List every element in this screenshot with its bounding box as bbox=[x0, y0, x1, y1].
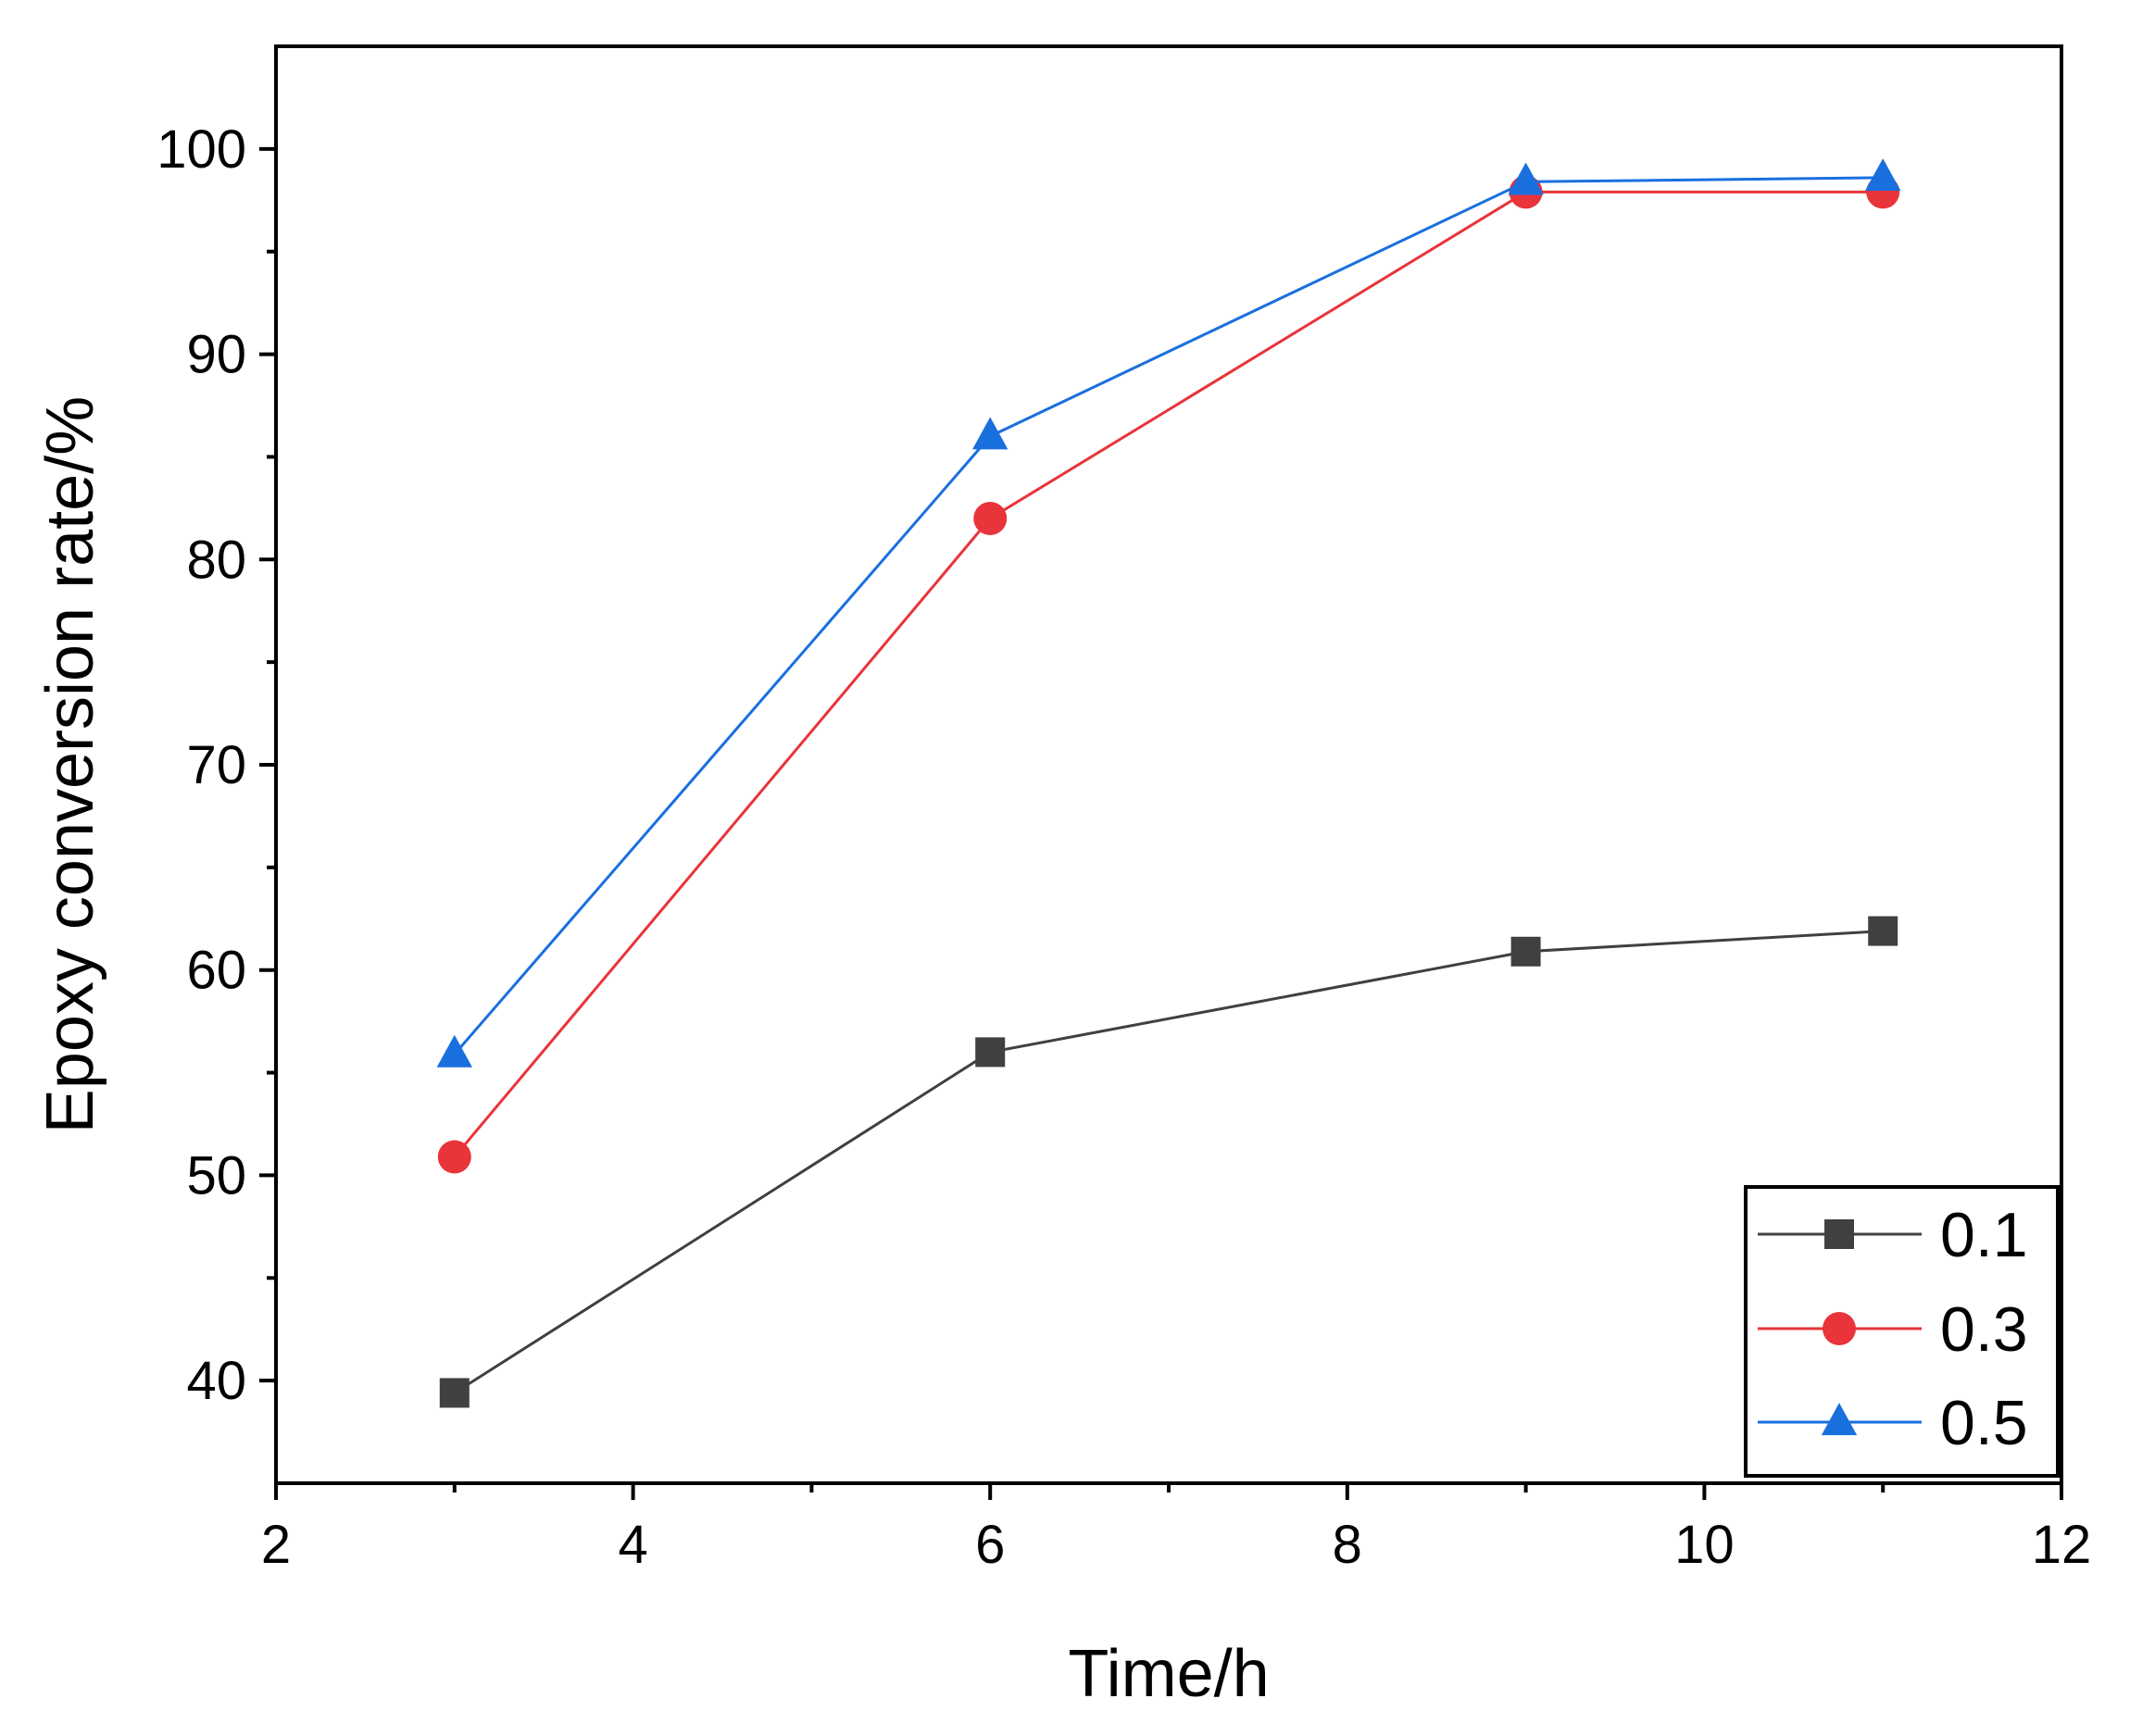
legend-label: 0.1 bbox=[1940, 1200, 2028, 1270]
y-tick-label: 90 bbox=[186, 325, 246, 385]
legend-swatch-marker bbox=[1821, 1403, 1858, 1436]
y-tick-label: 100 bbox=[157, 119, 246, 180]
y-axis-ticks: 40 50 60 70 80 90 100 bbox=[157, 119, 276, 1411]
y-tick-label: 40 bbox=[186, 1351, 246, 1411]
x-tick-label: 2 bbox=[261, 1515, 291, 1575]
series-0.1 bbox=[439, 916, 1898, 1408]
y-tick-label: 80 bbox=[186, 530, 246, 590]
y-tick-label: 70 bbox=[186, 735, 246, 795]
data-point bbox=[972, 417, 1009, 450]
x-axis-ticks: 2 4 6 8 10 12 bbox=[261, 1483, 2091, 1575]
x-tick-label: 8 bbox=[1333, 1515, 1362, 1575]
legend-swatch-marker bbox=[1823, 1312, 1856, 1345]
legend-item: 0.1 bbox=[1758, 1200, 2028, 1270]
series-layer bbox=[436, 158, 1901, 1408]
data-point bbox=[973, 501, 1008, 535]
legend-item: 0.3 bbox=[1758, 1294, 2028, 1365]
data-point bbox=[439, 1378, 470, 1408]
legend-label: 0.3 bbox=[1940, 1294, 2028, 1365]
series-0.5 bbox=[436, 158, 1901, 1068]
x-tick-label: 12 bbox=[2032, 1515, 2092, 1575]
data-point bbox=[1865, 158, 1901, 192]
data-point bbox=[437, 1140, 471, 1174]
series-line bbox=[453, 930, 1884, 1394]
x-tick-label: 10 bbox=[1674, 1515, 1735, 1575]
legend-item: 0.5 bbox=[1758, 1388, 2028, 1458]
series-line bbox=[453, 176, 1884, 1055]
series-0.3 bbox=[437, 175, 1900, 1174]
data-point bbox=[436, 1034, 472, 1068]
y-tick-label: 50 bbox=[186, 1145, 246, 1205]
legend-swatch-marker bbox=[1824, 1219, 1854, 1249]
data-point bbox=[975, 1037, 1006, 1068]
legend-label: 0.5 bbox=[1940, 1388, 2028, 1458]
x-tick-label: 6 bbox=[975, 1515, 1005, 1575]
y-axis-title: Epoxy conversion rate/% bbox=[33, 396, 107, 1133]
data-point bbox=[1510, 936, 1541, 967]
legend: 0.1 0.3 0.5 bbox=[1744, 1185, 2060, 1478]
x-tick-label: 4 bbox=[618, 1515, 647, 1575]
data-point bbox=[1868, 916, 1898, 946]
x-axis-title: Time/h bbox=[1068, 1637, 1269, 1711]
data-point bbox=[1508, 162, 1544, 195]
series-line bbox=[453, 190, 1884, 1158]
y-tick-label: 60 bbox=[186, 941, 246, 1001]
